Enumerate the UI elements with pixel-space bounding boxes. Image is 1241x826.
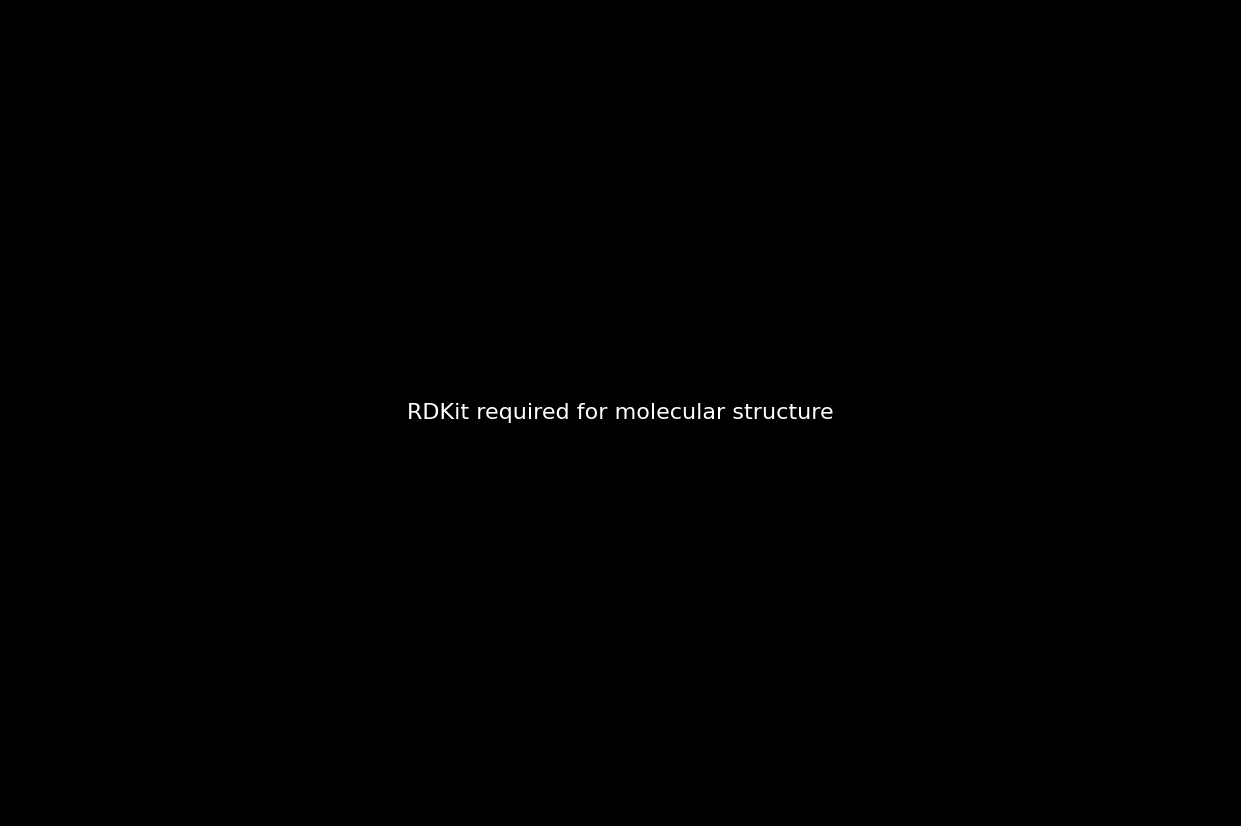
Text: RDKit required for molecular structure: RDKit required for molecular structure (407, 403, 834, 423)
